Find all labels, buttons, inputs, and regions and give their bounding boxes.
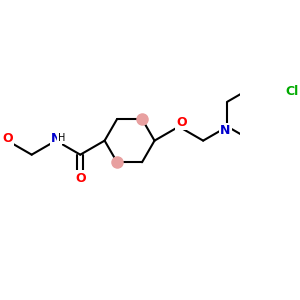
Text: O: O — [75, 172, 86, 184]
Text: Cl: Cl — [285, 85, 298, 98]
Text: N: N — [51, 132, 61, 145]
Text: N: N — [220, 124, 230, 137]
Text: O: O — [177, 116, 187, 129]
Text: O: O — [2, 132, 13, 145]
Text: H: H — [58, 133, 65, 143]
